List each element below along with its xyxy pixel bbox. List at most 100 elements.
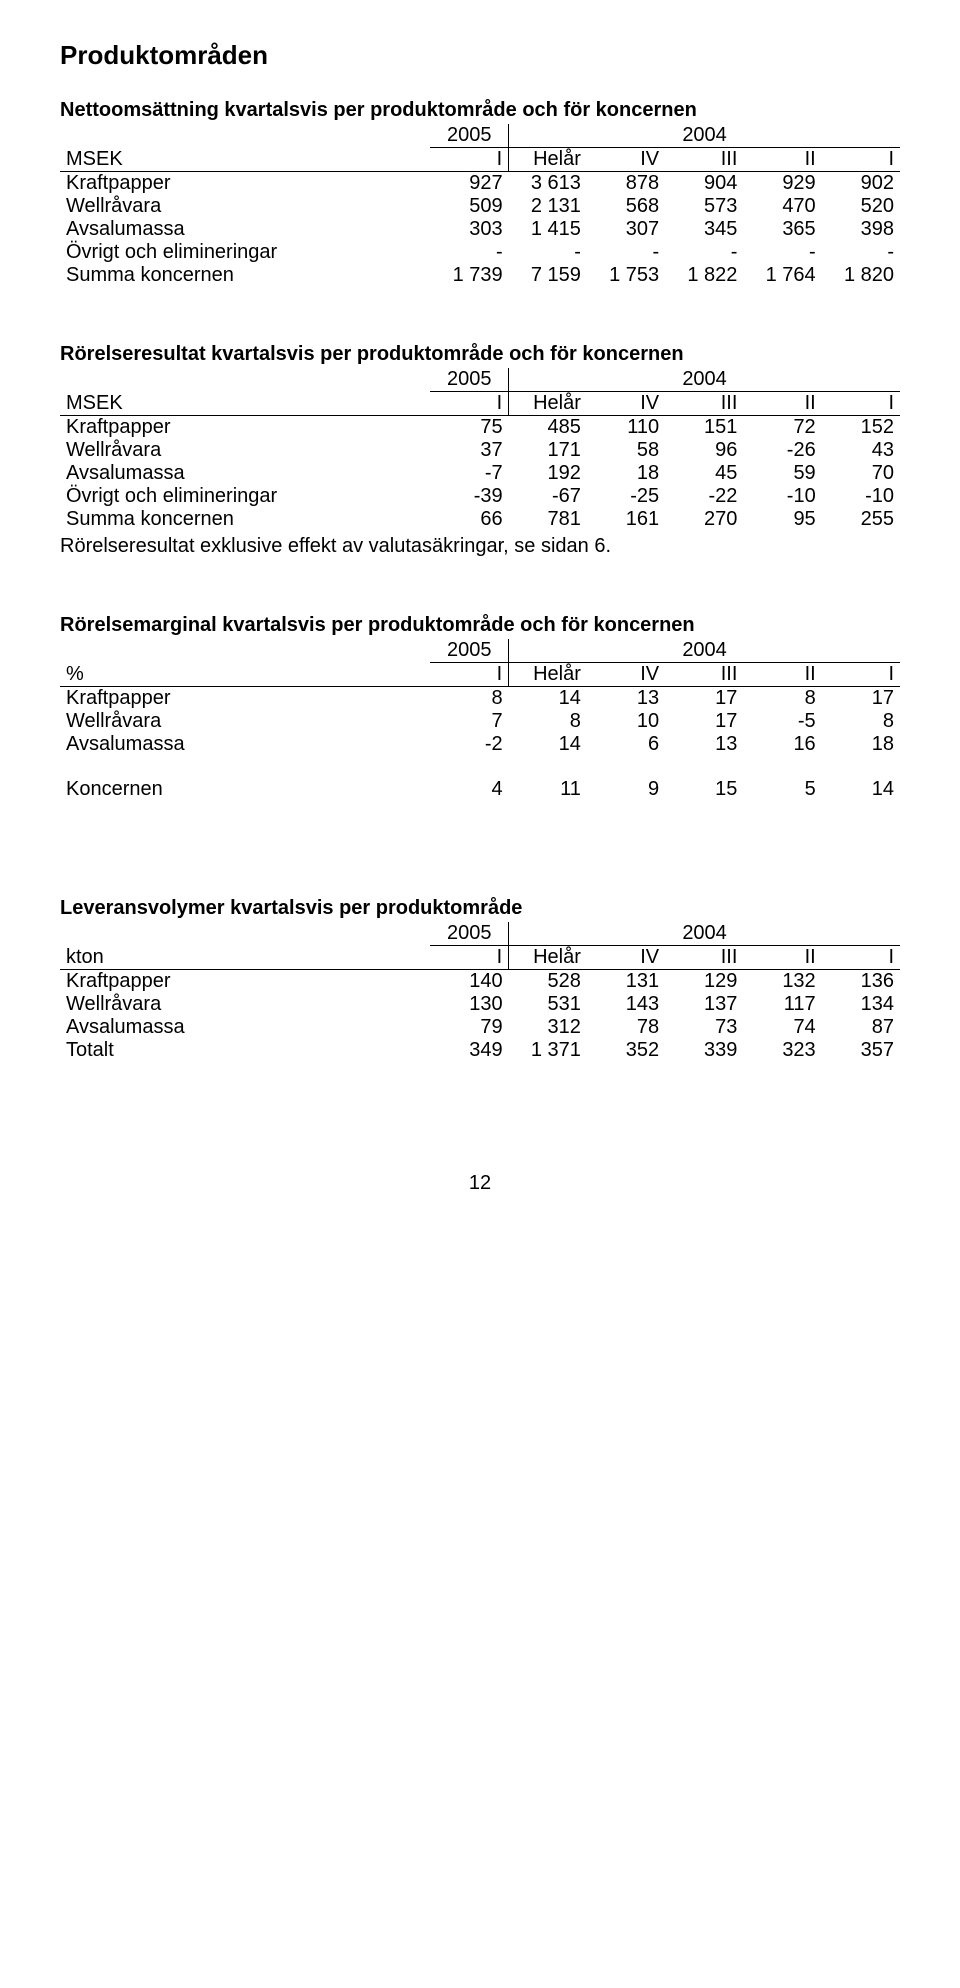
unit-label: MSEK (60, 392, 430, 416)
col-head: II (743, 392, 821, 416)
cell: 531 (509, 993, 587, 1016)
table-row: Avsalumassa7931278737487 (60, 1016, 900, 1039)
cell: 8 (822, 710, 900, 733)
cell: 349 (430, 1039, 508, 1062)
cell: 485 (509, 416, 587, 440)
cell: 8 (743, 687, 821, 711)
table-row: Wellråvara130531143137117134 (60, 993, 900, 1016)
year-right: 2004 (509, 922, 900, 946)
cell: -5 (743, 710, 821, 733)
cell: 140 (430, 970, 508, 994)
cell: 18 (822, 733, 900, 756)
cell: 927 (430, 172, 508, 196)
cell: 398 (822, 218, 900, 241)
row-label: Avsalumassa (60, 1016, 430, 1039)
cell: 59 (743, 462, 821, 485)
cell: 929 (743, 172, 821, 196)
col-head: I (430, 392, 508, 416)
year-left: 2005 (430, 922, 508, 946)
cell: 151 (665, 416, 743, 440)
cell: - (743, 241, 821, 264)
cell: 1 820 (822, 264, 900, 287)
cell: -25 (587, 485, 665, 508)
cell: 96 (665, 439, 743, 462)
cell: 72 (743, 416, 821, 440)
cell: 568 (587, 195, 665, 218)
table-row: Avsalumassa3031 415307345365398 (60, 218, 900, 241)
col-head: I (822, 946, 900, 970)
cell: 70 (822, 462, 900, 485)
cell: - (822, 241, 900, 264)
cell: 17 (822, 687, 900, 711)
table2-title: Rörelseresultat kvartalsvis per produkto… (60, 343, 900, 366)
year-right: 2004 (509, 368, 900, 392)
cell: 134 (822, 993, 900, 1016)
cell: 13 (587, 687, 665, 711)
unit-label: MSEK (60, 148, 430, 172)
table-row: Övrigt och elimineringar-39-67-25-22-10-… (60, 485, 900, 508)
cell: 87 (822, 1016, 900, 1039)
cell: -26 (743, 439, 821, 462)
col-head: I (822, 148, 900, 172)
table-nettoomsattning: 2005 2004 MSEK I Helår IV III II I Kraft… (60, 124, 900, 287)
col-head: Helår (509, 663, 587, 687)
page-title: Produktområden (60, 40, 900, 71)
table-rorelsemarginal: 2005 2004 % I Helår IV III II I Kraftpap… (60, 639, 900, 801)
cell: 357 (822, 1039, 900, 1062)
table-rorelseresultat: 2005 2004 MSEK I Helår IV III II I Kraft… (60, 368, 900, 531)
cell: 312 (509, 1016, 587, 1039)
cell: 10 (587, 710, 665, 733)
row-label: Avsalumassa (60, 462, 430, 485)
cell: -67 (509, 485, 587, 508)
col-head: IV (587, 392, 665, 416)
col-head: II (743, 148, 821, 172)
year-left: 2005 (430, 368, 508, 392)
row-label: Summa koncernen (60, 508, 430, 531)
row-label: Övrigt och elimineringar (60, 485, 430, 508)
cell: - (509, 241, 587, 264)
cell: 131 (587, 970, 665, 994)
cell: - (587, 241, 665, 264)
cell: 130 (430, 993, 508, 1016)
col-head: Helår (509, 946, 587, 970)
col-head: II (743, 946, 821, 970)
cell: - (665, 241, 743, 264)
cell: 1 822 (665, 264, 743, 287)
cell: 17 (665, 687, 743, 711)
cell: 509 (430, 195, 508, 218)
row-label: Kraftpapper (60, 172, 430, 196)
cell: 192 (509, 462, 587, 485)
cell: -7 (430, 462, 508, 485)
cell: 781 (509, 508, 587, 531)
table-row: Summa koncernen6678116127095255 (60, 508, 900, 531)
col-head: Helår (509, 148, 587, 172)
cell: 79 (430, 1016, 508, 1039)
col-head: IV (587, 148, 665, 172)
cell: 171 (509, 439, 587, 462)
cell: 73 (665, 1016, 743, 1039)
year-left: 2005 (430, 639, 508, 663)
cell: 520 (822, 195, 900, 218)
cell: - (430, 241, 508, 264)
table-row: Kraftpapper9273 613878904929902 (60, 172, 900, 196)
col-head: I (822, 663, 900, 687)
cell: 74 (743, 1016, 821, 1039)
col-head: I (430, 946, 508, 970)
cell: 75 (430, 416, 508, 440)
cell: 470 (743, 195, 821, 218)
table-row: Övrigt och elimineringar------ (60, 241, 900, 264)
cell: 16 (743, 733, 821, 756)
cell: 1 739 (430, 264, 508, 287)
cell: 1 764 (743, 264, 821, 287)
cell: 303 (430, 218, 508, 241)
cell: 6 (587, 733, 665, 756)
col-head: III (665, 148, 743, 172)
row-label: Övrigt och elimineringar (60, 241, 430, 264)
table-row: Wellråvara781017-58 (60, 710, 900, 733)
col-head: III (665, 392, 743, 416)
cell: 117 (743, 993, 821, 1016)
table-row: Kraftpapper140528131129132136 (60, 970, 900, 994)
row-label: Avsalumassa (60, 218, 430, 241)
cell: 14 (822, 778, 900, 801)
cell: 18 (587, 462, 665, 485)
